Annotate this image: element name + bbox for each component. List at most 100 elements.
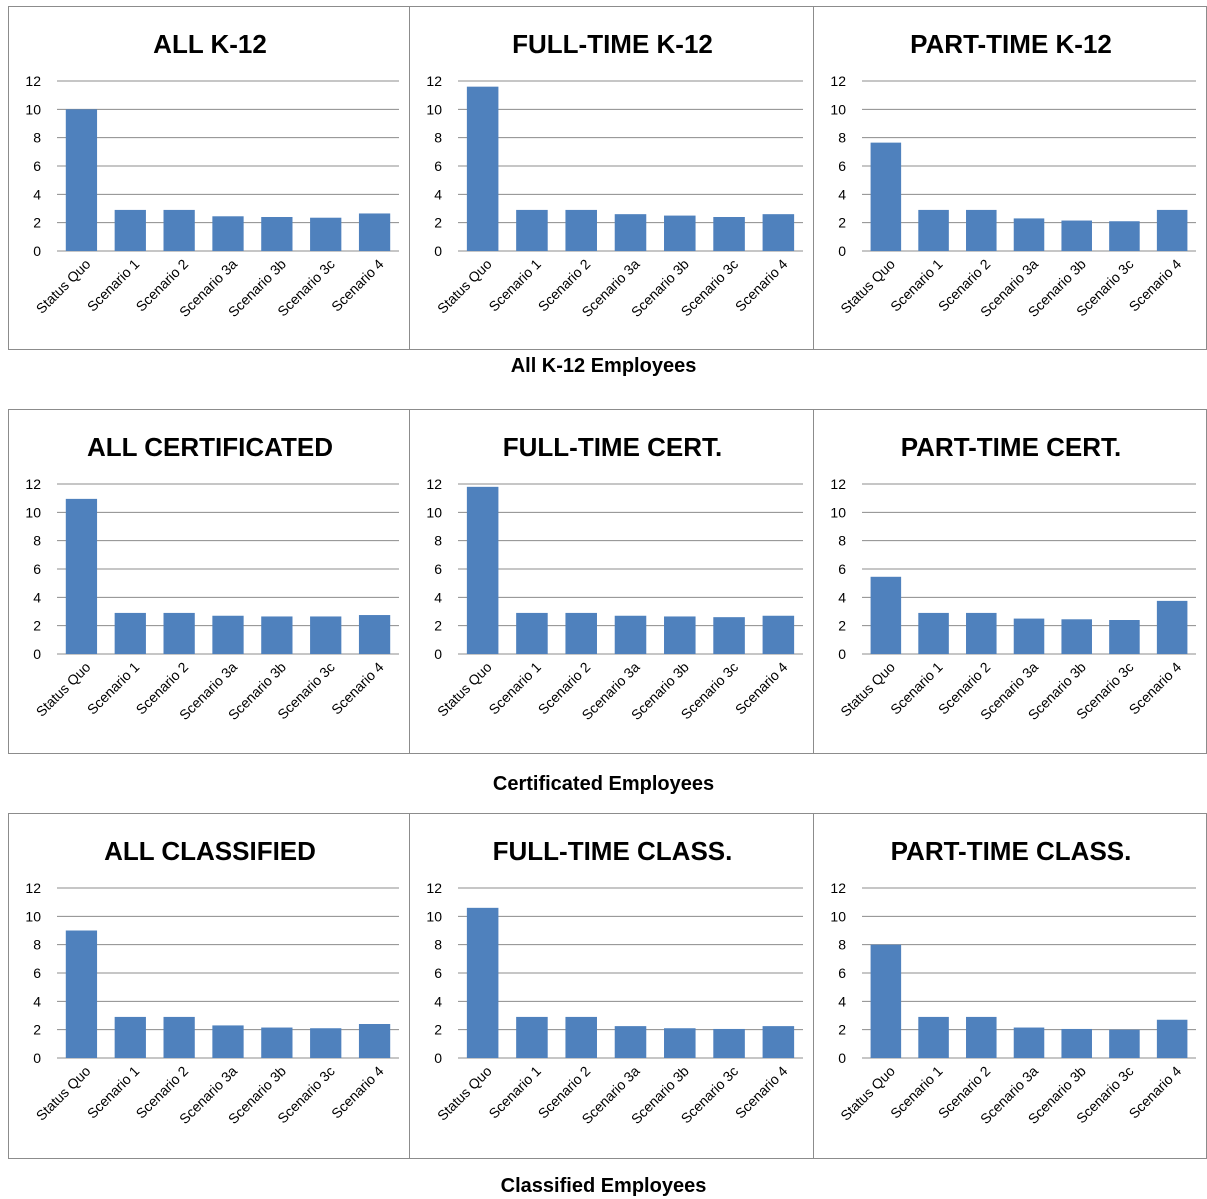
x-tick-label: Scenario 1	[485, 1063, 544, 1122]
bar-chart-all-certificated: ALL CERTIFICATED 0 2 4 6 8 10 12 Status Quo Scena…	[25, 432, 399, 723]
group-caption: All K-12 Employees	[510, 355, 697, 377]
bar	[565, 1016, 597, 1058]
group-caption: Classified Employees	[500, 1175, 707, 1197]
y-tick-label: 4	[434, 993, 442, 1009]
x-tick-label: Scenario 4	[1126, 256, 1185, 315]
bar	[163, 612, 195, 654]
bar-chart-all-classified: ALL CLASSIFIED 0 2 4 6 8 10 12 Status Quo Scenari…	[25, 836, 399, 1127]
bar	[1013, 218, 1045, 251]
chart-panel-part-time-cert: PART-TIME CERT. 0 2 4 6 8 10 12 Status Quo Scenar…	[813, 409, 1207, 754]
x-tick-label: Scenario 4	[328, 1063, 387, 1122]
bar	[466, 86, 499, 252]
bar	[713, 617, 745, 654]
bar	[1013, 1027, 1045, 1058]
bar	[664, 616, 696, 654]
bar	[65, 109, 98, 251]
y-tick-label: 12	[426, 73, 442, 89]
bar	[114, 1016, 146, 1058]
x-tick-label: Scenario 1	[485, 659, 544, 718]
y-tick-label: 8	[33, 130, 41, 146]
chart-panel-part-time-class: PART-TIME CLASS. 0 2 4 6 8 10 12 Status Quo Scena…	[813, 813, 1207, 1159]
y-tick-label: 6	[434, 965, 442, 981]
y-tick-label: 8	[838, 533, 846, 549]
bar	[310, 1028, 342, 1058]
bar	[966, 1016, 997, 1058]
y-tick-label: 0	[434, 646, 442, 662]
bar-chart-part-time-cert: PART-TIME CERT. 0 2 4 6 8 10 12 Status Quo Scenar…	[830, 432, 1196, 723]
bar	[466, 486, 499, 654]
bar	[516, 1016, 548, 1058]
x-tick-label: Status Quo	[33, 1063, 94, 1124]
bar	[1013, 618, 1045, 654]
bar	[1061, 619, 1092, 654]
chart-row-certificated: ALL CERTIFICATED 0 2 4 6 8 10 12 Status Quo Scena…	[8, 409, 1207, 754]
x-tick-label: Status Quo	[434, 256, 495, 317]
y-tick-label: 4	[33, 186, 41, 202]
y-tick-label: 2	[434, 618, 442, 634]
y-tick-label: 4	[838, 993, 846, 1009]
bar	[358, 1024, 391, 1058]
bar	[516, 209, 548, 251]
y-tick-label: 0	[33, 243, 41, 259]
bar	[1156, 209, 1188, 251]
y-tick-label: 10	[426, 504, 442, 520]
chart-panel-all-classified: ALL CLASSIFIED 0 2 4 6 8 10 12 Status Quo Scenari…	[8, 813, 410, 1159]
bar	[516, 612, 548, 654]
bar	[713, 217, 745, 251]
chart-panel-full-time-class: FULL-TIME CLASS. 0 2 4 6 8 10 12 Status Quo Scena…	[409, 813, 814, 1159]
bar	[114, 612, 146, 654]
y-tick-label: 4	[434, 186, 442, 202]
y-tick-label: 6	[838, 158, 846, 174]
y-tick-label: 10	[25, 504, 41, 520]
y-tick-label: 4	[33, 993, 41, 1009]
y-tick-label: 10	[830, 504, 846, 520]
bar	[1156, 1019, 1188, 1058]
y-tick-label: 2	[33, 1022, 41, 1038]
bar	[762, 214, 795, 251]
x-tick-label: Status Quo	[837, 659, 898, 720]
chart-panel-all-k12: ALL K-12 0 2 4 6 8 10 12 Status Quo Scenario 1 Sce…	[8, 6, 410, 350]
bar	[1156, 600, 1188, 654]
y-tick-label: 0	[434, 243, 442, 259]
chart-row-classified: ALL CLASSIFIED 0 2 4 6 8 10 12 Status Quo Scenari…	[8, 813, 1207, 1159]
bar	[918, 209, 949, 251]
chart-title: FULL-TIME CERT.	[503, 432, 723, 462]
y-tick-label: 12	[830, 880, 846, 896]
x-tick-label: Status Quo	[33, 256, 94, 317]
y-tick-label: 12	[830, 73, 846, 89]
y-tick-label: 6	[838, 561, 846, 577]
y-tick-label: 2	[434, 1022, 442, 1038]
y-tick-label: 2	[434, 215, 442, 231]
bar	[966, 209, 997, 251]
y-tick-label: 2	[33, 618, 41, 634]
y-tick-label: 0	[33, 1050, 41, 1066]
bar	[918, 612, 949, 654]
bar	[870, 576, 902, 654]
bar	[212, 216, 244, 251]
chart-panel-all-certificated: ALL CERTIFICATED 0 2 4 6 8 10 12 Status Quo Scena…	[8, 409, 410, 754]
y-tick-label: 0	[838, 1050, 846, 1066]
bar	[966, 612, 997, 654]
chart-title: FULL-TIME K-12	[512, 29, 713, 59]
x-tick-label: Status Quo	[837, 1063, 898, 1124]
y-tick-label: 12	[426, 880, 442, 896]
x-tick-label: Scenario 4	[732, 1063, 791, 1122]
y-tick-label: 8	[434, 130, 442, 146]
y-tick-label: 0	[33, 646, 41, 662]
bar	[664, 1028, 696, 1058]
y-tick-label: 6	[33, 561, 41, 577]
y-tick-label: 10	[830, 101, 846, 117]
x-tick-label: Scenario 4	[732, 659, 791, 718]
chart-title: PART-TIME CERT.	[901, 432, 1122, 462]
bar	[664, 215, 696, 251]
chart-title: PART-TIME K-12	[910, 29, 1112, 59]
x-tick-label: Status Quo	[33, 659, 94, 720]
chart-panel-full-time-cert: FULL-TIME CERT. 0 2 4 6 8 10 12 Status Quo Scenar…	[409, 409, 814, 754]
y-tick-label: 2	[838, 618, 846, 634]
bar	[310, 217, 342, 251]
bar	[212, 615, 244, 654]
bar	[565, 612, 597, 654]
y-tick-label: 12	[830, 476, 846, 492]
